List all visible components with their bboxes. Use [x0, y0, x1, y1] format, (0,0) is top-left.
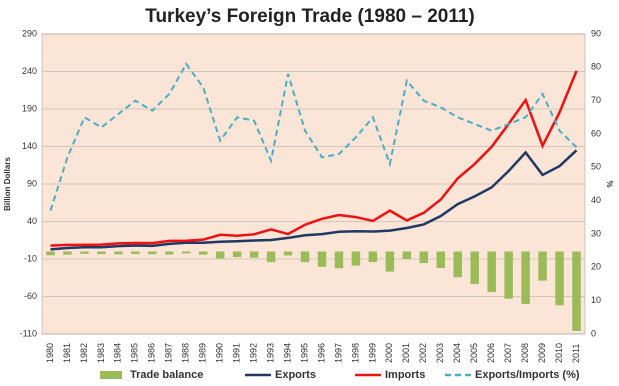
bar [487, 251, 496, 293]
y2-tick-label: 20 [591, 262, 601, 272]
y-tick-label: 290 [22, 28, 37, 38]
bar [198, 251, 208, 255]
legend-label: Trade balance [130, 369, 203, 381]
x-tick-label: 1983 [96, 343, 106, 363]
x-tick-label: 2005 [469, 343, 479, 363]
y2-tick-label: 60 [591, 128, 601, 138]
x-tick-label: 1984 [113, 343, 123, 363]
y2-axis-title: % [606, 180, 615, 187]
bar [317, 251, 327, 267]
x-tick-label: 1991 [232, 343, 242, 363]
y-tick-label: -10 [24, 253, 37, 263]
x-tick-label: 2004 [452, 343, 462, 363]
bar [368, 251, 378, 263]
bar [453, 251, 462, 278]
x-tick-label: 2011 [571, 344, 581, 363]
bar [232, 251, 242, 258]
x-tick-label: 2003 [435, 343, 445, 363]
bar [436, 251, 446, 268]
bar [555, 251, 564, 306]
bar [521, 251, 530, 304]
bar [334, 251, 344, 269]
x-tick-label: 2009 [537, 343, 547, 363]
legend: Trade balance Exports Imports Exports/Impor… [100, 369, 580, 381]
x-tick-label: 2010 [554, 343, 564, 363]
x-tick-label: 2001 [401, 343, 411, 363]
bar [181, 251, 191, 254]
bar [215, 251, 225, 259]
bar [402, 251, 412, 260]
line-series [50, 149, 578, 251]
y2-tick-label: 50 [591, 162, 601, 172]
bar [46, 251, 55, 256]
x-tick-label: 1989 [198, 343, 208, 363]
bar [80, 251, 89, 254]
bar [97, 251, 106, 255]
y-tick-label: 190 [22, 103, 37, 113]
x-tick-label: 2007 [503, 343, 513, 363]
x-tick-label: 2008 [520, 343, 530, 363]
y-tick-label: 40 [27, 216, 37, 226]
y-tick-label: 140 [22, 141, 37, 151]
bar [504, 251, 513, 299]
bar [148, 251, 157, 255]
x-tick-label: 1999 [367, 343, 377, 363]
bar [283, 251, 293, 256]
y-tick-label: -110 [20, 328, 37, 338]
y2-tick-label: 40 [591, 195, 601, 205]
x-tick-label: 1988 [181, 343, 191, 363]
bar [300, 251, 310, 263]
bar [538, 251, 547, 281]
y2-tick-label: 0 [591, 328, 596, 338]
x-tick-label: 1996 [316, 343, 326, 363]
x-tick-label: 2006 [486, 343, 496, 363]
bar [165, 251, 174, 255]
x-tick-label: 2000 [384, 343, 394, 363]
y2-tick-label: 70 [591, 95, 601, 105]
bar [351, 251, 361, 266]
x-tick-label: 1995 [299, 343, 309, 363]
bar [470, 251, 479, 284]
chart-title: Turkey’s Foreign Trade (1980 – 2011) [145, 6, 475, 27]
line-series [50, 70, 578, 247]
bar [114, 251, 123, 255]
line-series [49, 62, 578, 211]
bar [131, 251, 140, 254]
x-tick-label: 1981 [62, 343, 72, 363]
legend-label: Exports [275, 369, 316, 381]
legend-swatch [100, 371, 122, 379]
bar [266, 251, 276, 263]
x-tick-label: 1985 [130, 343, 140, 363]
y2-tick-label: 90 [591, 28, 601, 38]
x-tick-label: 1994 [282, 343, 292, 363]
bar [419, 251, 429, 264]
legend-label: Exports/Imports (%) [475, 369, 580, 381]
y2-tick-label: 30 [591, 228, 601, 238]
bar [249, 251, 259, 258]
bar [572, 251, 581, 331]
y2-tick-label: 80 [591, 62, 601, 72]
y-axis-title: Billion Dollars [3, 157, 12, 211]
bar [385, 251, 395, 272]
x-tick-label: 1990 [215, 343, 225, 363]
x-tick-label: 1992 [248, 343, 258, 363]
bar [63, 251, 72, 255]
y-tick-label: 240 [22, 66, 37, 76]
x-tick-label: 1998 [350, 343, 360, 363]
plot-border [41, 33, 586, 335]
y-tick-label: 90 [27, 178, 37, 188]
legend-label: Imports [385, 369, 425, 381]
x-tick-label: 2002 [418, 343, 428, 363]
x-tick-label: 1993 [265, 343, 275, 363]
x-tick-label: 1982 [79, 343, 89, 363]
x-tick-label: 1987 [164, 343, 174, 363]
x-tick-label: 1986 [147, 343, 157, 363]
y2-tick-label: 10 [591, 295, 601, 305]
x-tick-label: 1980 [45, 343, 55, 363]
y-tick-label: -60 [24, 291, 37, 301]
x-tick-label: 1997 [333, 343, 343, 363]
